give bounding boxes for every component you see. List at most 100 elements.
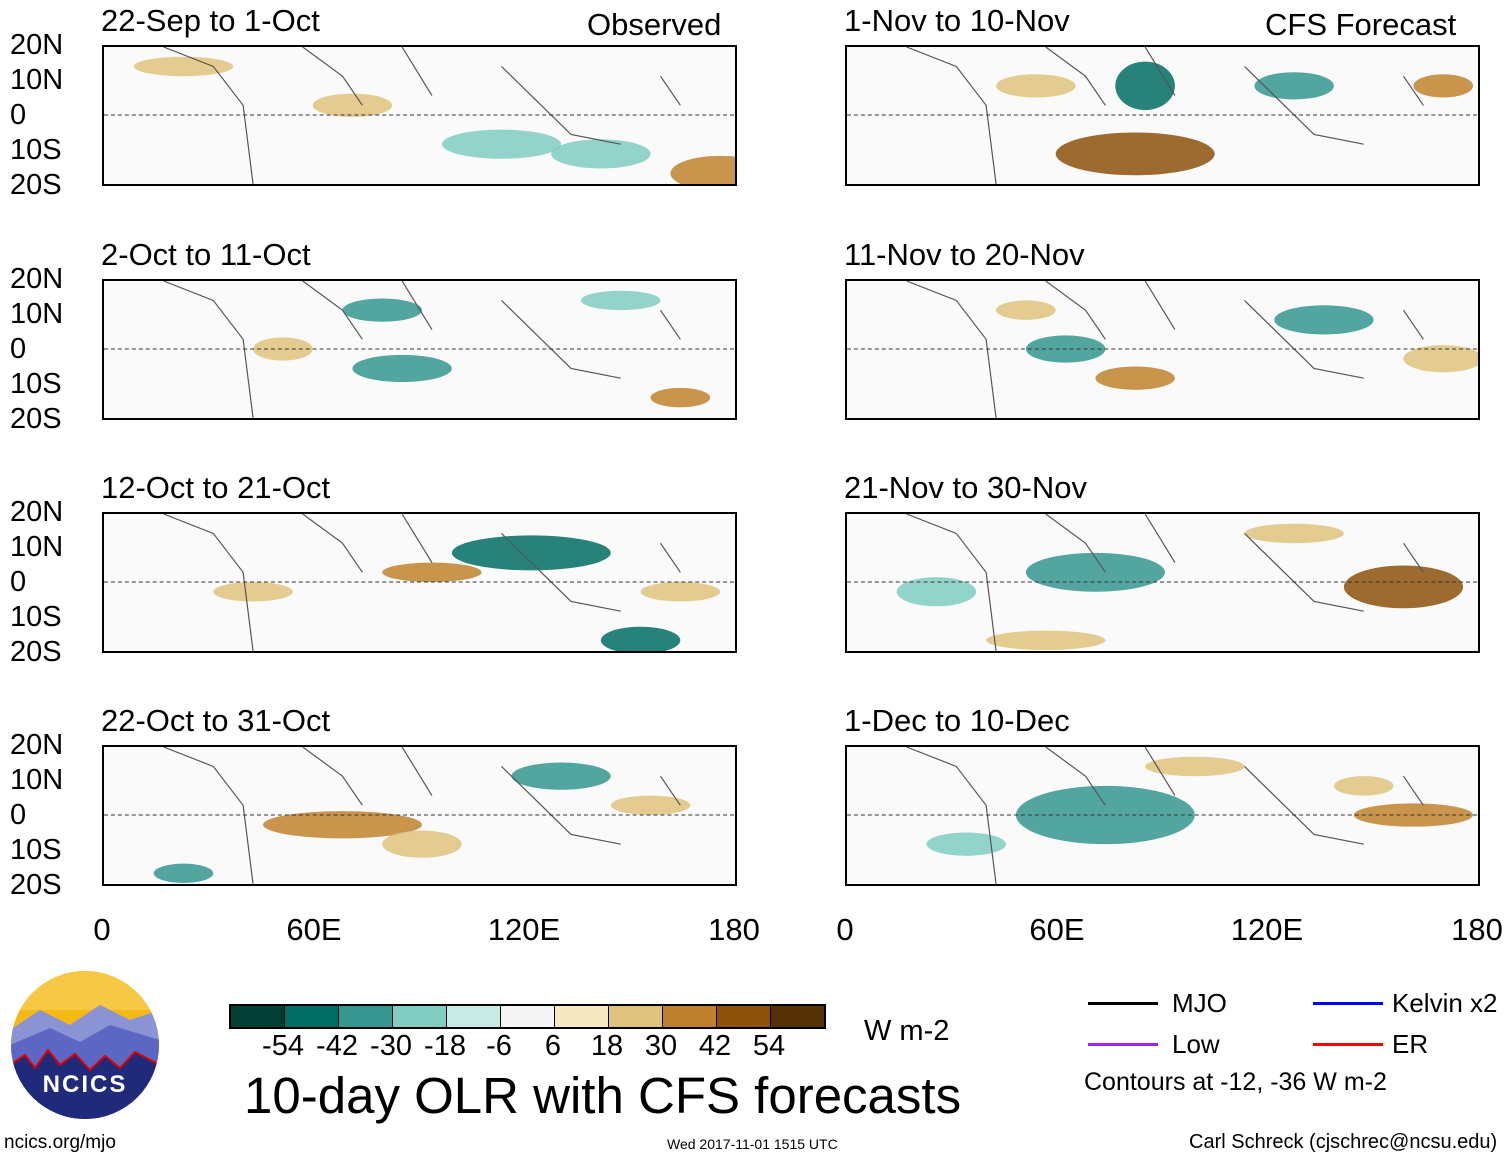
colorbar-bin bbox=[771, 1006, 824, 1027]
olr-anomaly bbox=[986, 630, 1106, 651]
legend-kelvin: Kelvin x2 bbox=[1392, 988, 1498, 1018]
lat-label: 20N bbox=[10, 263, 64, 295]
colorbar-label: 18 bbox=[590, 1030, 624, 1062]
olr-anomaly bbox=[896, 577, 977, 607]
panel-title: 1-Nov to 10-Nov bbox=[844, 3, 1070, 38]
colorbar-bin bbox=[555, 1006, 609, 1027]
colorbar-label: 54 bbox=[752, 1030, 786, 1062]
colorbar-label: -30 bbox=[370, 1030, 412, 1062]
timestamp: Wed 2017-11-01 1515 UTC bbox=[667, 1136, 838, 1152]
olr-map-panel bbox=[102, 745, 737, 886]
olr-anomaly bbox=[1413, 74, 1474, 98]
panel-title: 21-Nov to 30-Nov bbox=[844, 470, 1087, 505]
panel-tag: Observed bbox=[587, 7, 722, 42]
legend-mjo-line bbox=[1088, 1002, 1158, 1005]
olr-anomaly bbox=[441, 129, 562, 159]
panel-title: 2-Oct to 11-Oct bbox=[101, 237, 311, 272]
logo-text: NCICS bbox=[43, 1071, 128, 1098]
footer-credit: Carl Schreck (cjschrec@ncsu.edu) bbox=[1189, 1131, 1498, 1153]
panel-title: 22-Oct to 31-Oct bbox=[101, 703, 331, 738]
olr-anomaly bbox=[511, 762, 611, 790]
olr-anomaly bbox=[670, 155, 735, 184]
footer-url: ncics.org/mjo bbox=[4, 1132, 116, 1153]
lat-label: 10S bbox=[10, 601, 62, 633]
olr-anomaly bbox=[342, 298, 422, 322]
olr-map-panel bbox=[845, 279, 1480, 420]
legend-er-line bbox=[1313, 1043, 1383, 1046]
olr-anomaly bbox=[600, 626, 681, 651]
contour-note: Contours at -12, -36 W m-2 bbox=[1084, 1068, 1387, 1096]
lon-label: 180 bbox=[708, 912, 760, 947]
colorbar-label: 6 bbox=[544, 1030, 562, 1062]
olr-map-panel bbox=[102, 512, 737, 653]
olr-anomaly bbox=[312, 93, 393, 117]
coastline bbox=[906, 747, 1424, 884]
lat-label: 10N bbox=[10, 64, 64, 96]
olr-anomaly bbox=[382, 562, 482, 583]
olr-anomaly bbox=[262, 811, 422, 839]
olr-anomaly bbox=[551, 139, 651, 169]
ncics-logo: NCICS bbox=[10, 970, 160, 1120]
lon-label: 120E bbox=[1230, 912, 1304, 947]
olr-anomaly bbox=[1095, 366, 1175, 390]
figure-title: 10-day OLR with CFS forecasts bbox=[244, 1067, 962, 1124]
olr-anomaly bbox=[1055, 132, 1215, 176]
panel-title: 1-Dec to 10-Dec bbox=[844, 703, 1070, 738]
olr-anomaly bbox=[650, 387, 711, 408]
olr-anomaly bbox=[1244, 523, 1344, 544]
lat-label: 10N bbox=[10, 764, 64, 796]
colorbar-bin bbox=[231, 1006, 285, 1027]
lat-label: 10N bbox=[10, 298, 64, 330]
olr-anomaly bbox=[1333, 776, 1394, 796]
olr-anomaly bbox=[1274, 305, 1374, 335]
coastline bbox=[906, 47, 1424, 184]
olr-map-panel bbox=[845, 45, 1480, 186]
colorbar-label: -54 bbox=[262, 1030, 304, 1062]
olr-anomaly bbox=[926, 832, 1006, 856]
panel-title: 12-Oct to 21-Oct bbox=[101, 470, 331, 505]
lat-label: 20N bbox=[10, 729, 64, 761]
lon-label: 0 bbox=[836, 912, 854, 947]
lat-label: 20S bbox=[10, 869, 62, 901]
lat-label: 10S bbox=[10, 368, 62, 400]
colorbar-bin bbox=[339, 1006, 393, 1027]
lat-label: 10S bbox=[10, 834, 62, 866]
coastline bbox=[906, 281, 1424, 418]
colorbar-bin bbox=[285, 1006, 339, 1027]
lat-label: 20S bbox=[10, 169, 62, 201]
olr-anomaly bbox=[352, 354, 452, 383]
olr-anomaly bbox=[640, 582, 721, 602]
olr-anomaly bbox=[451, 535, 611, 571]
colorbar-bin bbox=[663, 1006, 717, 1027]
legend-low: Low bbox=[1172, 1029, 1220, 1059]
olr-anomaly bbox=[1025, 552, 1165, 592]
lat-label: 20S bbox=[10, 403, 62, 435]
coastline bbox=[163, 281, 681, 418]
olr-anomaly bbox=[1403, 345, 1478, 373]
olr-anomaly bbox=[996, 74, 1076, 98]
olr-map-panel bbox=[845, 745, 1480, 886]
colorbar-units: W m-2 bbox=[864, 1015, 950, 1047]
colorbar-bin bbox=[609, 1006, 663, 1027]
colorbar-bin bbox=[393, 1006, 447, 1027]
lon-label: 180 bbox=[1451, 912, 1503, 947]
legend-er: ER bbox=[1392, 1029, 1429, 1059]
lon-label: 60E bbox=[286, 912, 342, 947]
colorbar-label: -42 bbox=[316, 1030, 358, 1062]
coastline bbox=[163, 514, 681, 651]
colorbar-label: -18 bbox=[424, 1030, 466, 1062]
lat-label: 10S bbox=[10, 134, 62, 166]
lat-label: 0 bbox=[10, 566, 27, 598]
lat-label: 0 bbox=[10, 333, 27, 365]
lat-label: 0 bbox=[10, 99, 27, 131]
colorbar bbox=[229, 1004, 826, 1029]
olr-anomaly bbox=[153, 863, 214, 884]
colorbar-label: 42 bbox=[698, 1030, 732, 1062]
olr-anomaly bbox=[580, 290, 661, 311]
olr-map-panel bbox=[845, 512, 1480, 653]
colorbar-bin bbox=[717, 1006, 771, 1027]
legend-mjo: MJO bbox=[1172, 988, 1227, 1018]
lat-label: 0 bbox=[10, 799, 27, 831]
lat-label: 20S bbox=[10, 636, 62, 668]
panel-tag: CFS Forecast bbox=[1265, 7, 1457, 42]
